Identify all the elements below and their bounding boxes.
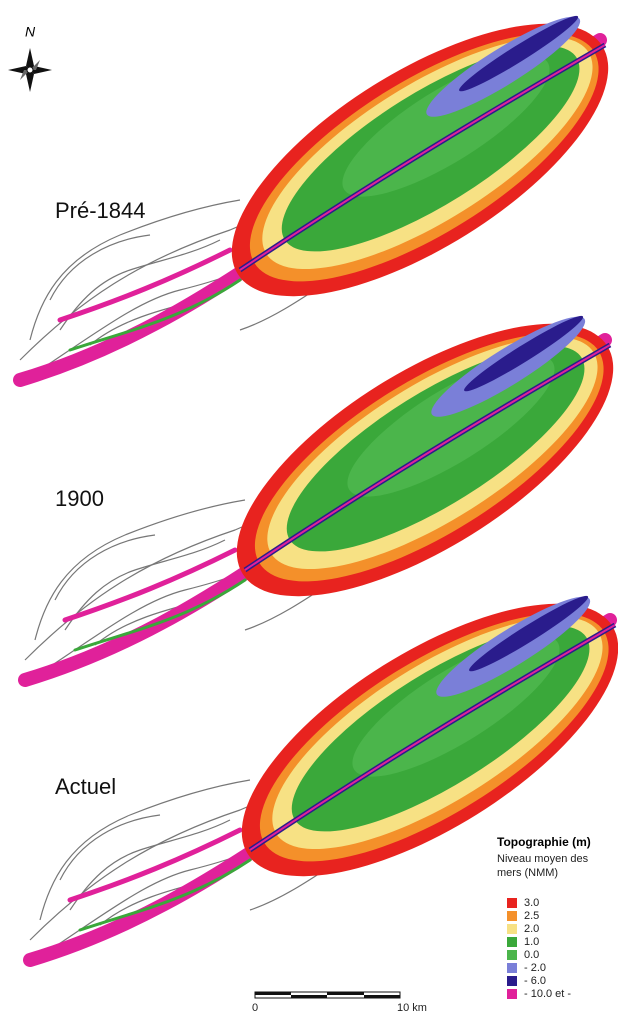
scale-bar xyxy=(255,992,400,998)
legend-swatch xyxy=(507,911,517,921)
panel-label: Pré-1844 xyxy=(55,198,146,223)
legend-swatch xyxy=(507,976,517,986)
compass xyxy=(8,48,52,92)
map: N Pré-1844 1900 Actuel Topographie (m) N… xyxy=(0,0,618,1017)
legend-subtitle: Niveau moyen des xyxy=(497,853,589,865)
legend-label: 2.5 xyxy=(524,910,539,922)
compass-label: N xyxy=(25,24,36,40)
legend-label: 2.0 xyxy=(524,923,539,935)
legend-swatch xyxy=(507,937,517,947)
panel-label: Actuel xyxy=(55,774,116,799)
legend-label: - 10.0 et - xyxy=(524,988,571,1000)
legend-swatch xyxy=(507,950,517,960)
scale-label: 0 xyxy=(252,1002,258,1014)
legend-swatch xyxy=(507,898,517,908)
legend-swatch xyxy=(507,963,517,973)
legend-swatch xyxy=(507,989,517,999)
legend-label: 1.0 xyxy=(524,936,539,948)
legend-label: 3.0 xyxy=(524,897,539,909)
panel-label: 1900 xyxy=(55,486,104,511)
legend-subtitle: mers (NMM) xyxy=(497,867,558,879)
legend-label: - 2.0 xyxy=(524,962,546,974)
legend-swatch xyxy=(507,924,517,934)
legend-label: 0.0 xyxy=(524,949,539,961)
legend-label: - 6.0 xyxy=(524,975,546,987)
panel-map xyxy=(20,0,618,380)
legend-title: Topographie (m) xyxy=(497,835,591,849)
scale-label: 10 km xyxy=(397,1002,427,1014)
legend: Topographie (m) Niveau moyen des mers (N… xyxy=(497,835,591,1000)
